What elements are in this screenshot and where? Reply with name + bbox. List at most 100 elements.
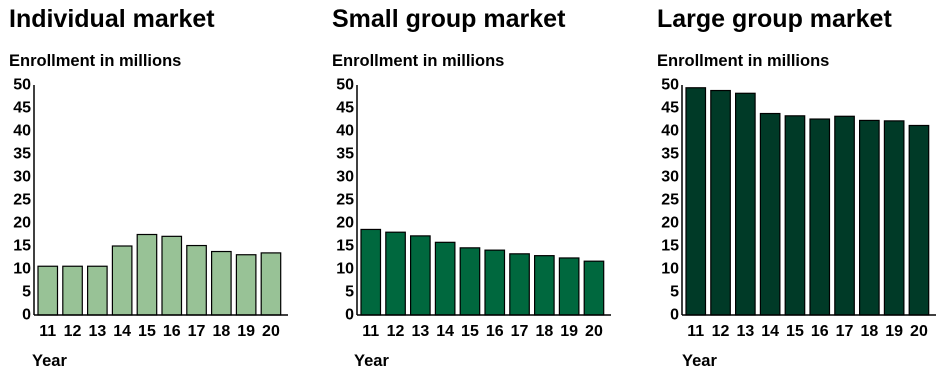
y-tick-label: 5 xyxy=(22,284,31,301)
y-tick-label: 10 xyxy=(336,261,354,278)
y-axis-label: Enrollment in millions xyxy=(9,52,182,70)
x-tick-label: 13 xyxy=(411,323,429,340)
x-tick-label: 18 xyxy=(860,323,878,340)
bar xyxy=(360,228,382,316)
bar xyxy=(459,247,481,316)
y-tick-label: 5 xyxy=(345,284,354,301)
y-tick-label: 45 xyxy=(336,100,354,117)
chart-plot-area: 0 5 10 15 20 25 30 35 40 45 50 11 12 13 14 15 16 17 18 19 20 xyxy=(661,77,936,340)
bar xyxy=(37,265,59,316)
bar xyxy=(62,265,83,316)
bar xyxy=(908,124,930,316)
individual-market-chart: Individual market Enrollment in millions… xyxy=(9,0,309,372)
x-tick-label: 12 xyxy=(387,323,405,340)
y-axis-label: Enrollment in millions xyxy=(332,52,505,70)
x-tick-label: 13 xyxy=(88,323,106,340)
x-tick-label: 16 xyxy=(486,323,504,340)
x-tick-label: 14 xyxy=(761,323,779,340)
y-tick-label: 25 xyxy=(13,192,31,209)
bar xyxy=(784,115,806,316)
y-tick-label: 45 xyxy=(661,100,679,117)
y-tick-label: 25 xyxy=(336,192,354,209)
bar xyxy=(260,252,282,316)
bar xyxy=(583,260,605,316)
bar xyxy=(484,249,506,316)
small-group-market-chart: Small group market Enrollment in million… xyxy=(332,0,632,372)
y-tick-label: 45 xyxy=(13,100,31,117)
bar xyxy=(710,89,731,316)
y-tick-label: 30 xyxy=(336,169,354,186)
y-tick-label: 30 xyxy=(13,169,31,186)
bar xyxy=(883,120,905,316)
y-tick-label: 30 xyxy=(661,169,679,186)
x-tick-label: 17 xyxy=(511,323,529,340)
chart-title: Individual market xyxy=(9,5,215,33)
y-tick-label: 15 xyxy=(661,238,679,255)
y-tick-label: 10 xyxy=(13,261,31,278)
bar xyxy=(86,265,108,316)
y-tick-label: 35 xyxy=(336,146,354,163)
large-group-market-chart: Large group market Enrollment in million… xyxy=(657,0,941,372)
chart-plot-area: 0 5 10 15 20 25 30 35 40 45 50 11 12 13 14 15 16 17 18 19 20 xyxy=(336,77,611,340)
chart-plot-area: 0 5 10 15 20 25 30 35 40 45 50 11 12 13 14 15 16 17 18 19 20 xyxy=(13,77,288,340)
x-tick-label: 15 xyxy=(461,323,479,340)
y-tick-label: 40 xyxy=(661,123,679,140)
y-tick-label: 40 xyxy=(13,123,31,140)
x-tick-label: 17 xyxy=(188,323,206,340)
x-tick-label: 11 xyxy=(687,323,704,340)
x-tick-label: 12 xyxy=(64,323,82,340)
bar xyxy=(859,119,880,316)
y-tick-label: 0 xyxy=(345,307,354,324)
y-axis-label: Enrollment in millions xyxy=(657,52,830,70)
bar xyxy=(809,118,831,316)
bar xyxy=(385,231,406,316)
y-tick-label: 10 xyxy=(661,261,679,278)
x-tick-label: 12 xyxy=(712,323,730,340)
x-tick-label: 16 xyxy=(811,323,829,340)
bar xyxy=(409,235,431,316)
x-tick-label: 20 xyxy=(585,323,603,340)
y-tick-label: 50 xyxy=(661,77,679,94)
y-tick-label: 20 xyxy=(336,215,354,232)
bar xyxy=(558,257,580,316)
x-tick-label: 14 xyxy=(113,323,131,340)
bar xyxy=(534,255,555,316)
x-tick-label: 19 xyxy=(885,323,903,340)
bar xyxy=(136,233,158,316)
x-axis-label: Year xyxy=(354,352,389,370)
y-tick-label: 20 xyxy=(661,215,679,232)
y-tick-label: 35 xyxy=(13,146,31,163)
x-tick-label: 15 xyxy=(786,323,804,340)
x-tick-label: 18 xyxy=(212,323,230,340)
x-tick-label: 18 xyxy=(535,323,553,340)
bar xyxy=(235,254,257,316)
bar xyxy=(834,115,855,316)
chart-title: Small group market xyxy=(332,5,566,33)
x-tick-label: 20 xyxy=(262,323,280,340)
bar xyxy=(211,250,232,316)
y-tick-label: 25 xyxy=(661,192,679,209)
bar xyxy=(161,235,183,316)
x-tick-label: 14 xyxy=(436,323,454,340)
bar xyxy=(111,245,133,316)
x-tick-label: 17 xyxy=(836,323,854,340)
y-tick-label: 50 xyxy=(13,77,31,94)
bar xyxy=(734,92,756,316)
y-tick-label: 5 xyxy=(670,284,679,301)
bar xyxy=(509,253,530,316)
x-tick-label: 11 xyxy=(39,323,56,340)
x-tick-label: 15 xyxy=(138,323,156,340)
bar xyxy=(434,241,456,316)
x-tick-label: 11 xyxy=(362,323,379,340)
x-tick-label: 20 xyxy=(910,323,928,340)
x-tick-label: 19 xyxy=(237,323,255,340)
y-tick-label: 0 xyxy=(22,307,31,324)
y-tick-label: 15 xyxy=(13,238,31,255)
x-tick-label: 19 xyxy=(560,323,578,340)
y-tick-label: 50 xyxy=(336,77,354,94)
y-tick-label: 0 xyxy=(670,307,679,324)
y-tick-label: 15 xyxy=(336,238,354,255)
x-axis-label: Year xyxy=(32,352,67,370)
y-tick-label: 35 xyxy=(661,146,679,163)
y-tick-label: 40 xyxy=(336,123,354,140)
